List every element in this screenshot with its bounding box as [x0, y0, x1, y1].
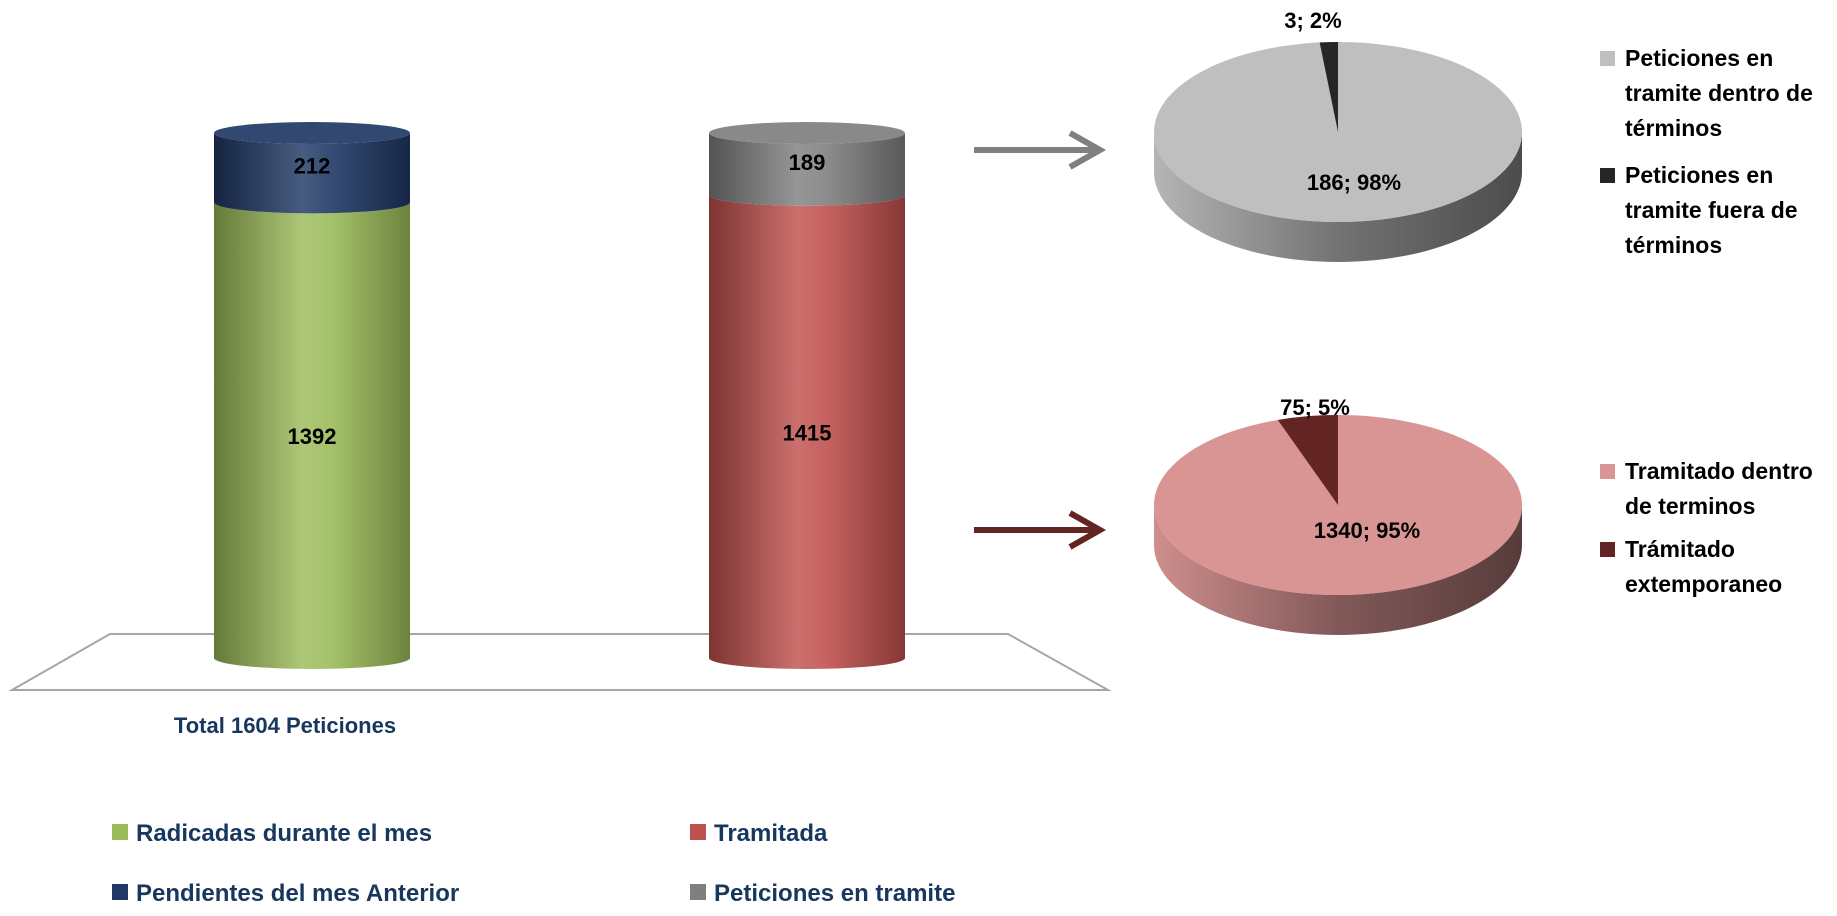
legend-label: Trámitado: [1625, 536, 1735, 562]
legend-item: Peticiones en tramite: [690, 880, 955, 907]
data-label: 189: [789, 150, 826, 175]
data-label: 3; 2%: [1284, 8, 1341, 33]
pie-legend-item: Tramitado dentro de terminos: [1600, 458, 1813, 519]
legend-swatch: [1600, 464, 1615, 479]
legend-swatch: [1600, 51, 1615, 66]
legend-label: de terminos: [1625, 493, 1755, 519]
legend-label: términos: [1625, 232, 1722, 258]
legend-swatch: [1600, 542, 1615, 557]
legend-swatch: [112, 824, 128, 840]
legend-label: Peticiones en: [1625, 162, 1773, 188]
legend-label: extemporaneo: [1625, 571, 1782, 597]
bar-top-cap: [214, 122, 410, 144]
legend-swatch: [1600, 168, 1615, 183]
legend-item: Pendientes del mes Anterior: [112, 880, 459, 907]
legend-label: tramite dentro de: [1625, 80, 1813, 106]
legend-label: Peticiones en: [1625, 45, 1773, 71]
data-label: 1340; 95%: [1314, 518, 1420, 543]
data-label: 1415: [783, 420, 832, 445]
pie-chart-1: 186; 98% 3; 2%: [1154, 8, 1522, 262]
chart-floor: [8, 633, 1112, 691]
bar-segment: [709, 194, 905, 670]
legend-label: Radicadas durante el mes: [136, 820, 432, 847]
legend-label: Peticiones en tramite: [714, 880, 955, 907]
legend-label: tramite fuera de: [1625, 197, 1798, 223]
pie-side: [1154, 132, 1522, 262]
pie-legend-item: Peticiones en tramite dentro de términos: [1600, 45, 1813, 141]
data-label: 212: [294, 154, 331, 179]
arrow-to-tramite-pie: [974, 130, 1107, 170]
legend-swatch: [690, 824, 706, 840]
bar-segment: [709, 133, 905, 206]
data-label: 186; 98%: [1307, 170, 1401, 195]
pie-side: [1154, 505, 1522, 635]
pie-chart-2: 1340; 95% 75; 5%: [1154, 395, 1522, 635]
data-label: 1392: [288, 424, 337, 449]
legend-label: términos: [1625, 115, 1722, 141]
x-axis-label: Total 1604 Peticiones: [174, 713, 396, 738]
legend-swatch: [112, 884, 128, 900]
legend-item: Tramitada: [690, 820, 828, 847]
arrow-to-tramitado-pie: [974, 510, 1107, 550]
legend-label: Pendientes del mes Anterior: [136, 880, 459, 907]
bar-segment: [214, 133, 410, 214]
arrow-head: [1068, 510, 1107, 550]
legend-label: Tramitada: [714, 820, 828, 847]
legend-swatch: [690, 884, 706, 900]
cylinder-bar-1: 1392 212: [214, 122, 410, 669]
legend-item: Radicadas durante el mes: [112, 820, 432, 847]
pie-slice: [1277, 415, 1338, 505]
legend-label: Tramitado dentro: [1625, 458, 1813, 484]
pie-slice: [1319, 42, 1338, 132]
cylinder-bar-2: 1415 189: [709, 122, 905, 670]
data-label: 75; 5%: [1280, 395, 1350, 420]
arrow-head: [1068, 130, 1107, 170]
pie-legend-item: Trámitado extemporaneo: [1600, 536, 1782, 597]
bar-segment: [214, 202, 410, 669]
bar-top-cap: [709, 122, 905, 144]
pie-legend-item: Peticiones en tramite fuera de términos: [1600, 162, 1798, 258]
